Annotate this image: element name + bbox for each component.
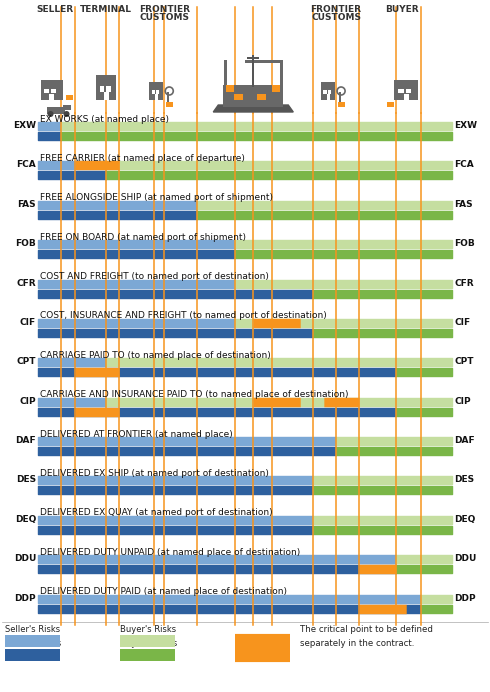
- Text: FAS: FAS: [454, 200, 473, 209]
- Text: FREE ON BOARD (at named port of shipment): FREE ON BOARD (at named port of shipment…: [40, 233, 246, 242]
- Bar: [44, 89, 49, 93]
- Bar: [155, 94, 158, 100]
- Circle shape: [48, 111, 53, 117]
- Bar: [272, 85, 280, 92]
- Bar: [97, 75, 116, 100]
- Text: DES: DES: [454, 475, 474, 484]
- Bar: [406, 89, 412, 93]
- Bar: [99, 86, 104, 92]
- Bar: [387, 102, 394, 107]
- Text: Buyer's Risks: Buyer's Risks: [120, 625, 176, 634]
- Text: TERMINAL: TERMINAL: [80, 5, 132, 14]
- Text: DDP: DDP: [454, 594, 476, 603]
- Bar: [404, 93, 409, 100]
- Circle shape: [64, 111, 70, 117]
- Bar: [323, 90, 326, 94]
- Bar: [151, 90, 155, 94]
- Text: DDU: DDU: [454, 554, 476, 563]
- Text: EXW: EXW: [13, 121, 36, 130]
- Text: FOB: FOB: [454, 239, 475, 248]
- Text: DELIVERED AT FRONTIER (at named place): DELIVERED AT FRONTIER (at named place): [40, 430, 233, 439]
- Bar: [280, 60, 283, 105]
- Text: DELIVERED EX QUAY (at named port of destination): DELIVERED EX QUAY (at named port of dest…: [40, 509, 272, 518]
- Bar: [167, 92, 169, 104]
- Bar: [326, 94, 330, 100]
- Text: FAS: FAS: [17, 200, 36, 209]
- Text: DES: DES: [16, 475, 36, 484]
- Text: CPT: CPT: [17, 357, 36, 366]
- Text: Seller's Risks: Seller's Risks: [5, 625, 60, 634]
- Text: DAF: DAF: [15, 436, 36, 445]
- Bar: [66, 95, 73, 100]
- Text: CUSTOMS: CUSTOMS: [311, 13, 361, 22]
- Bar: [104, 92, 108, 100]
- Bar: [226, 85, 234, 92]
- Text: CIP: CIP: [454, 397, 470, 406]
- Text: DELIVERED DUTY PAID (at named place of destination): DELIVERED DUTY PAID (at named place of d…: [40, 587, 287, 596]
- Bar: [223, 85, 283, 107]
- Text: CUSTOMS: CUSTOMS: [139, 13, 189, 22]
- Bar: [339, 92, 341, 104]
- Bar: [120, 635, 175, 647]
- Bar: [41, 80, 63, 100]
- Text: SELLER: SELLER: [36, 5, 73, 14]
- Text: DEQ: DEQ: [454, 515, 475, 524]
- Text: CPT: CPT: [454, 357, 473, 366]
- Text: FCA: FCA: [454, 161, 474, 170]
- Bar: [224, 60, 227, 105]
- Bar: [120, 649, 175, 661]
- Text: FCA: FCA: [16, 161, 36, 170]
- Bar: [47, 107, 65, 114]
- Bar: [234, 94, 243, 100]
- Bar: [247, 57, 259, 59]
- Text: FREE ALONGSIDE SHIP (at named port of shipment): FREE ALONGSIDE SHIP (at named port of sh…: [40, 193, 273, 202]
- Bar: [51, 89, 56, 93]
- Bar: [149, 82, 163, 100]
- Text: CIP: CIP: [20, 397, 36, 406]
- Text: COST AND FREIGHT (to named port of destination): COST AND FREIGHT (to named port of desti…: [40, 272, 269, 281]
- Bar: [328, 90, 331, 94]
- Text: FRONTIER: FRONTIER: [139, 5, 190, 14]
- Polygon shape: [213, 105, 294, 112]
- Bar: [252, 55, 254, 87]
- Text: CIF: CIF: [20, 318, 36, 327]
- Text: CFR: CFR: [454, 279, 474, 288]
- Text: CARRIAGE PAID TO (to named place of destination): CARRIAGE PAID TO (to named place of dest…: [40, 351, 271, 360]
- Text: FOB: FOB: [15, 239, 36, 248]
- Text: FREE CARRIER (at named place of departure): FREE CARRIER (at named place of departur…: [40, 154, 245, 163]
- Text: Buyer's Costs: Buyer's Costs: [120, 639, 177, 648]
- Text: DELIVERED DUTY UNPAID (at named place of destination): DELIVERED DUTY UNPAID (at named place of…: [40, 548, 300, 557]
- Bar: [394, 80, 418, 100]
- Text: The critical point to be defined: The critical point to be defined: [300, 625, 433, 634]
- Text: DAF: DAF: [454, 436, 475, 445]
- Bar: [321, 82, 335, 100]
- Bar: [257, 94, 266, 100]
- Bar: [106, 86, 111, 92]
- Text: DELIVERED EX SHIP (at named port of destination): DELIVERED EX SHIP (at named port of dest…: [40, 469, 269, 478]
- Bar: [156, 90, 159, 94]
- Text: separately in the contract.: separately in the contract.: [300, 639, 415, 648]
- Bar: [398, 89, 404, 93]
- Bar: [338, 102, 344, 107]
- Bar: [63, 105, 71, 110]
- Text: DDP: DDP: [14, 594, 36, 603]
- Bar: [245, 60, 267, 63]
- Text: EXW: EXW: [454, 121, 477, 130]
- Text: BUYER: BUYER: [386, 5, 419, 14]
- Text: FRONTIER: FRONTIER: [311, 5, 362, 14]
- Bar: [261, 60, 283, 63]
- Text: CARRIAGE AND INSURANCE PAID TO (to named place of destination): CARRIAGE AND INSURANCE PAID TO (to named…: [40, 390, 348, 399]
- Bar: [49, 93, 54, 100]
- Bar: [5, 635, 60, 647]
- Text: COST, INSURANCE AND FREIGHT (to named port of destination): COST, INSURANCE AND FREIGHT (to named po…: [40, 311, 327, 320]
- Text: DDU: DDU: [14, 554, 36, 563]
- Bar: [166, 102, 173, 107]
- Text: EX WORKS (at named place): EX WORKS (at named place): [40, 114, 169, 123]
- Bar: [5, 649, 60, 661]
- Text: CFR: CFR: [16, 279, 36, 288]
- Text: DEQ: DEQ: [15, 515, 36, 524]
- Text: CIF: CIF: [454, 318, 470, 327]
- Text: Seller's Costs: Seller's Costs: [5, 639, 61, 648]
